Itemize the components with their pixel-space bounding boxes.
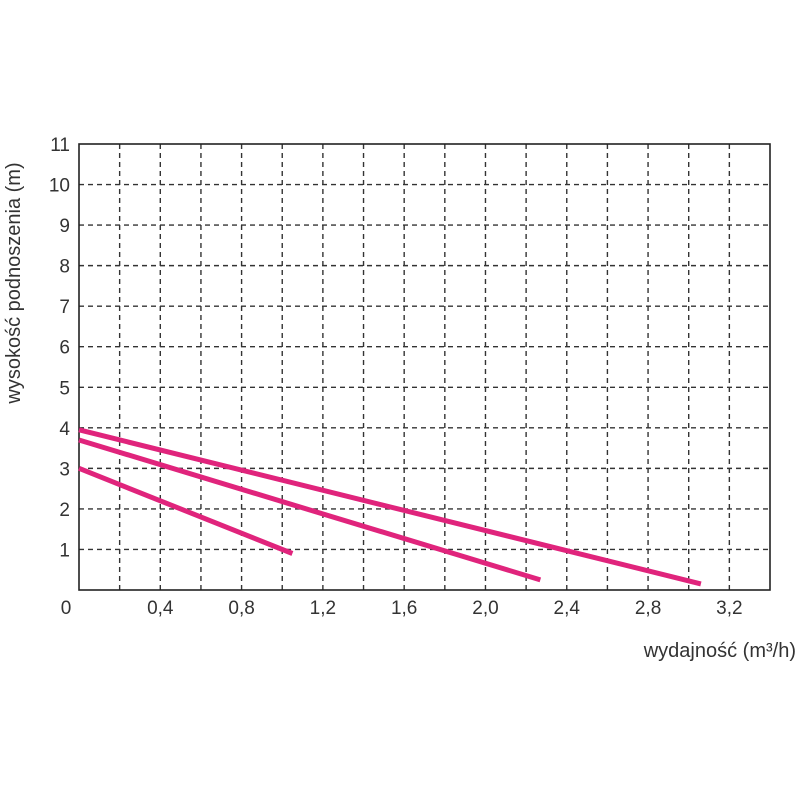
x-axis-label: wydajność (m³/h) bbox=[643, 640, 796, 662]
y-axis-label: wysokość podnoszenia (m) bbox=[3, 162, 25, 404]
plot-frame bbox=[78, 143, 771, 591]
y-tick-label: 4 bbox=[59, 419, 70, 440]
x-tick-label: 2,0 bbox=[472, 598, 498, 619]
y-tick-label: 7 bbox=[59, 297, 70, 318]
y-tick-label: 6 bbox=[59, 338, 70, 359]
y-tick-label: 1 bbox=[59, 540, 70, 561]
x-tick-label: 2,4 bbox=[554, 598, 581, 619]
vertical-gridlines bbox=[118, 144, 731, 590]
series-lines bbox=[78, 427, 702, 587]
x-tick-label: 1,6 bbox=[391, 598, 417, 619]
y-tick-label: 11 bbox=[50, 135, 70, 156]
x-tick-labels: 0 0,4 0,8 1,2 1,6 2,0 2,4 2,8 3,2 bbox=[61, 598, 743, 619]
x-tick-label: 0 bbox=[61, 598, 72, 619]
x-tick-label: 0,8 bbox=[228, 598, 254, 619]
x-tick-label: 0,4 bbox=[147, 598, 174, 619]
y-tick-label: 9 bbox=[59, 216, 70, 237]
y-tick-label: 3 bbox=[59, 459, 70, 480]
series-line-1 bbox=[78, 466, 294, 556]
y-tick-label: 8 bbox=[59, 257, 70, 278]
series-line-2 bbox=[78, 437, 542, 583]
y-tick-label: 2 bbox=[59, 500, 70, 521]
x-tick-label: 3,2 bbox=[716, 598, 742, 619]
horizontal-gridlines bbox=[79, 183, 770, 551]
x-tick-label: 2,8 bbox=[635, 598, 661, 619]
series-line-3 bbox=[78, 427, 702, 587]
y-tick-label: 5 bbox=[59, 378, 70, 399]
y-tick-labels: 1 2 3 4 5 6 7 8 9 10 11 bbox=[49, 135, 71, 561]
y-tick-label: 10 bbox=[49, 176, 70, 197]
x-tick-label: 1,2 bbox=[310, 598, 336, 619]
